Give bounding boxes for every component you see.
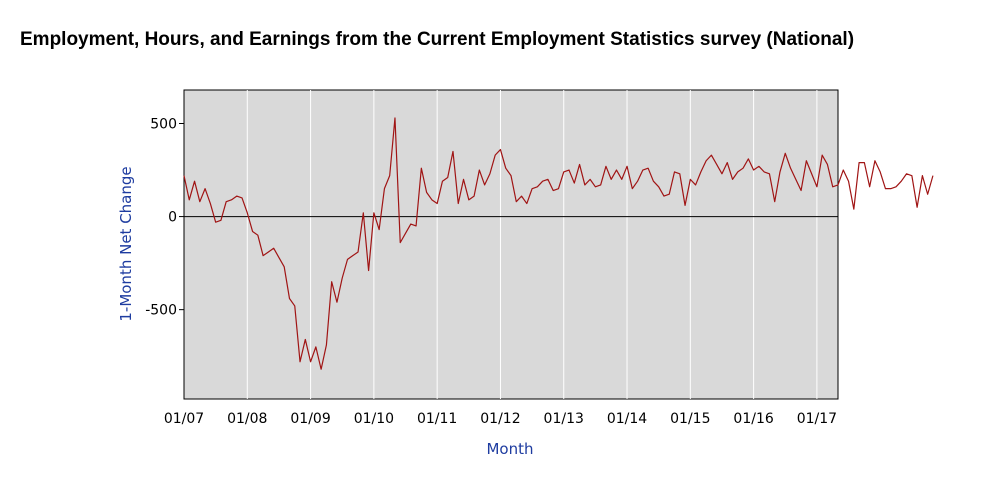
y-tick-label: 0 bbox=[168, 210, 177, 226]
x-tick-label: 01/11 bbox=[417, 411, 457, 427]
y-axis: 500 0 -500 bbox=[145, 117, 184, 319]
page-title: Employment, Hours, and Earnings from the… bbox=[20, 29, 855, 50]
x-tick-label: 01/16 bbox=[733, 411, 773, 427]
y-tick-label: 500 bbox=[150, 117, 177, 133]
x-axis: 01/07 01/08 01/09 01/10 01/11 01/12 01/13 01/14… bbox=[164, 411, 837, 427]
series-line bbox=[183, 117, 934, 370]
x-tick-label: 01/12 bbox=[480, 411, 520, 427]
x-tick-label: 01/15 bbox=[670, 411, 710, 427]
x-tick-label: 01/13 bbox=[544, 411, 584, 427]
plot-area bbox=[183, 89, 934, 400]
x-tick-label: 01/09 bbox=[290, 411, 330, 427]
y-axis-title: 1-Month Net Change bbox=[117, 166, 135, 321]
y-tick-label: -500 bbox=[145, 303, 177, 319]
x-tick-label: 01/17 bbox=[797, 411, 837, 427]
x-tick-label: 01/08 bbox=[227, 411, 267, 427]
x-tick-label: 01/10 bbox=[354, 411, 394, 427]
x-axis-title: Month bbox=[486, 440, 533, 458]
x-tick-label: 01/07 bbox=[164, 411, 204, 427]
x-tick-label: 01/14 bbox=[607, 411, 647, 427]
vertical-gridlines bbox=[246, 90, 818, 399]
plot-background bbox=[183, 89, 839, 400]
